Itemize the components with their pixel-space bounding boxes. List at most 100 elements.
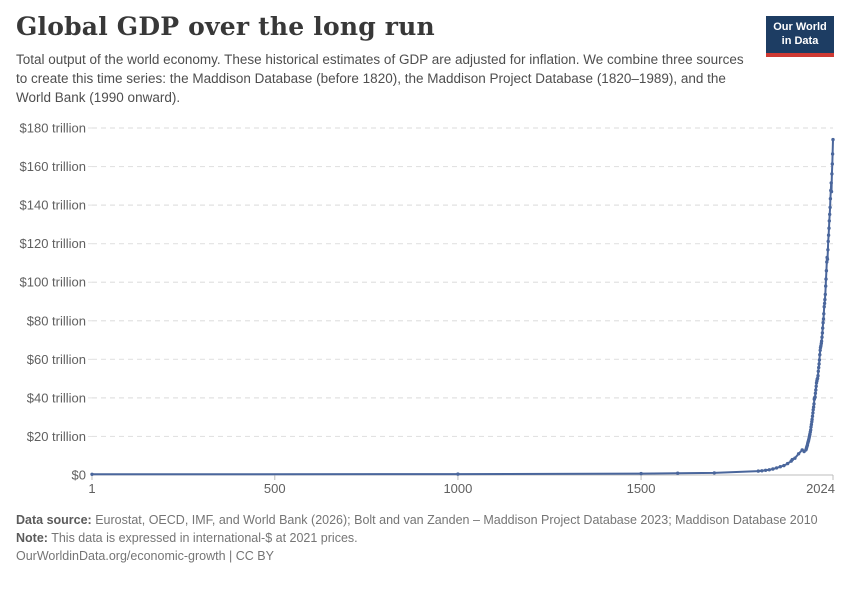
data-point-marker bbox=[824, 277, 828, 281]
data-point-marker bbox=[817, 365, 821, 370]
data-point-marker bbox=[811, 408, 815, 412]
data-point-marker bbox=[809, 428, 813, 432]
data-point-marker bbox=[814, 388, 818, 392]
owid-logo: Our World in Data bbox=[766, 16, 834, 57]
data-point-marker bbox=[822, 305, 826, 309]
data-point-marker bbox=[828, 212, 832, 217]
y-tick-label: $40 trillion bbox=[27, 390, 86, 405]
data-point-marker bbox=[774, 466, 779, 470]
data-point-marker bbox=[814, 384, 818, 388]
data-point-marker bbox=[810, 417, 814, 422]
data-point-marker bbox=[830, 152, 835, 156]
data-point-marker bbox=[820, 335, 824, 339]
data-point-marker bbox=[676, 471, 680, 475]
data-point-marker bbox=[778, 465, 782, 469]
note-text: This data is expressed in international-… bbox=[47, 531, 358, 546]
data-point-marker bbox=[812, 402, 816, 406]
y-tick-label: $0 bbox=[72, 468, 86, 483]
data-point-marker bbox=[823, 297, 827, 302]
note-line: Note: This data is expressed in internat… bbox=[16, 529, 836, 547]
data-point-marker bbox=[816, 374, 820, 378]
data-point-marker bbox=[790, 457, 794, 462]
data-point-marker bbox=[809, 425, 813, 429]
data-point-marker bbox=[712, 471, 716, 475]
data-point-marker bbox=[821, 326, 825, 330]
data-point-marker bbox=[828, 197, 833, 201]
data-point-marker bbox=[821, 321, 825, 325]
gdp-line-chart: $0 $20 trillion $40 trillion $60 trillion $8… bbox=[20, 121, 836, 497]
data-point-marker bbox=[831, 137, 835, 142]
data-point-marker bbox=[813, 395, 817, 399]
data-point-marker bbox=[811, 411, 815, 415]
data-point-marker bbox=[782, 463, 786, 468]
owid-logo-line2: in Data bbox=[781, 34, 819, 47]
data-source-label: Data source: bbox=[16, 513, 92, 527]
owid-logo-line1: Our World bbox=[773, 21, 827, 33]
data-point-marker bbox=[817, 362, 821, 366]
data-point-marker bbox=[817, 358, 822, 362]
y-tick-label: $180 trillion bbox=[20, 121, 87, 136]
data-point-marker bbox=[767, 468, 771, 472]
data-point-marker bbox=[809, 422, 814, 427]
data-point-marker bbox=[820, 331, 825, 335]
data-point-marker bbox=[830, 162, 834, 166]
data-point-marker bbox=[829, 181, 833, 185]
credit-line: OurWorldinData.org/economic-growth | CC … bbox=[16, 549, 274, 564]
data-point-marker bbox=[456, 472, 460, 476]
data-point-marker bbox=[760, 469, 764, 473]
data-point-marker bbox=[819, 339, 824, 343]
data-point-marker bbox=[826, 239, 830, 244]
data-point-marker bbox=[793, 456, 797, 460]
y-tick-label: $80 trillion bbox=[27, 313, 86, 328]
data-point-marker bbox=[811, 405, 816, 409]
data-point-marker bbox=[825, 260, 829, 264]
chart-header: Global GDP over the long run Total outpu… bbox=[16, 12, 834, 107]
data-point-marker bbox=[822, 301, 827, 306]
data-point-marker bbox=[771, 467, 775, 471]
y-tick-label: $20 trillion bbox=[27, 429, 86, 444]
gdp-line bbox=[91, 138, 834, 476]
data-point-marker bbox=[824, 269, 829, 273]
x-tick-label: 500 bbox=[264, 481, 286, 496]
data-point-marker bbox=[816, 369, 820, 373]
data-source-line: Data source: Eurostat, OECD, IMF, and Wo… bbox=[16, 511, 836, 529]
owid-logo-red-bar bbox=[766, 52, 834, 57]
data-point-marker bbox=[763, 468, 768, 472]
data-point-marker bbox=[828, 205, 832, 210]
data-point-marker bbox=[810, 414, 815, 418]
x-tick-label: 1000 bbox=[443, 481, 472, 496]
y-tick-label: $160 trillion bbox=[20, 159, 87, 174]
x-tick-label: 1 bbox=[88, 481, 95, 496]
data-point-marker bbox=[825, 257, 830, 261]
page-title: Global GDP over the long run bbox=[16, 12, 435, 41]
data-point-marker bbox=[785, 461, 790, 466]
note-label: Note: bbox=[16, 531, 48, 546]
data-point-marker bbox=[818, 348, 822, 352]
data-point-marker bbox=[827, 226, 831, 230]
chart-footer: Data source: Eurostat, OECD, IMF, and Wo… bbox=[16, 511, 836, 565]
y-tick-label: $60 trillion bbox=[27, 352, 86, 367]
data-point-marker bbox=[829, 189, 834, 194]
data-point-marker bbox=[830, 172, 834, 176]
data-point-marker bbox=[821, 317, 826, 321]
y-tick-label: $120 trillion bbox=[20, 236, 87, 251]
data-point-marker bbox=[639, 471, 643, 476]
data-point-marker bbox=[796, 452, 801, 456]
data-source-text: Eurostat, OECD, IMF, and World Bank (202… bbox=[91, 513, 818, 527]
x-tick-label: 1500 bbox=[627, 481, 656, 496]
data-point-marker bbox=[826, 248, 830, 252]
data-point-marker bbox=[826, 233, 831, 237]
data-point-marker bbox=[824, 284, 828, 288]
chart-subtitle: Total output of the world economy. These… bbox=[16, 52, 744, 106]
owid-logo-box: Our World in Data bbox=[766, 16, 834, 53]
data-point-marker bbox=[823, 292, 827, 297]
data-point-marker bbox=[827, 219, 831, 223]
y-tick-label: $100 trillion bbox=[20, 275, 87, 290]
data-point-marker bbox=[90, 472, 94, 476]
data-point-marker bbox=[822, 312, 826, 316]
data-point-marker bbox=[756, 469, 760, 473]
data-point-marker bbox=[818, 353, 822, 357]
y-tick-label: $140 trillion bbox=[20, 198, 87, 213]
data-point-marker bbox=[813, 391, 818, 395]
